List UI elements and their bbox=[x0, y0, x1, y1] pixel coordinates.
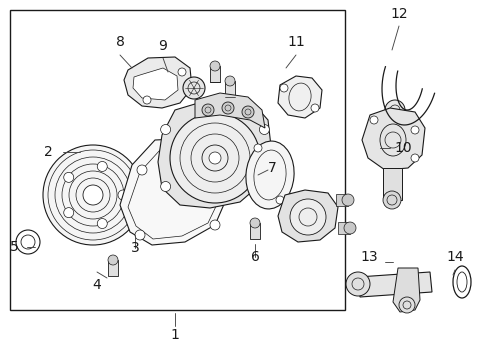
Text: 4: 4 bbox=[92, 278, 101, 292]
Circle shape bbox=[161, 181, 170, 192]
Text: 10: 10 bbox=[393, 141, 411, 155]
Circle shape bbox=[97, 219, 107, 229]
Circle shape bbox=[209, 220, 220, 230]
Circle shape bbox=[384, 100, 404, 120]
Text: 12: 12 bbox=[389, 7, 407, 21]
Circle shape bbox=[382, 191, 400, 209]
Polygon shape bbox=[335, 194, 347, 206]
Polygon shape bbox=[224, 81, 235, 97]
Circle shape bbox=[170, 113, 260, 203]
Circle shape bbox=[63, 208, 74, 218]
Text: 3: 3 bbox=[130, 241, 139, 255]
Polygon shape bbox=[68, 155, 126, 202]
Circle shape bbox=[259, 181, 269, 192]
Text: 1: 1 bbox=[170, 328, 179, 342]
Polygon shape bbox=[195, 93, 264, 128]
Circle shape bbox=[253, 144, 262, 152]
Polygon shape bbox=[357, 272, 431, 297]
Circle shape bbox=[369, 116, 377, 124]
Circle shape bbox=[183, 77, 204, 99]
Circle shape bbox=[410, 154, 418, 162]
Bar bbox=[10, 10, 345, 310]
Polygon shape bbox=[133, 68, 178, 100]
Circle shape bbox=[249, 218, 260, 228]
Circle shape bbox=[16, 230, 40, 254]
Circle shape bbox=[242, 106, 253, 118]
Text: 6: 6 bbox=[250, 250, 259, 264]
Circle shape bbox=[259, 125, 269, 135]
Circle shape bbox=[137, 165, 147, 175]
Circle shape bbox=[142, 96, 151, 104]
Circle shape bbox=[289, 199, 325, 235]
Circle shape bbox=[97, 162, 107, 171]
Circle shape bbox=[222, 102, 234, 114]
Polygon shape bbox=[108, 260, 118, 276]
Circle shape bbox=[398, 297, 414, 313]
Circle shape bbox=[208, 152, 221, 164]
Circle shape bbox=[202, 104, 214, 116]
Text: 2: 2 bbox=[43, 145, 52, 159]
Polygon shape bbox=[209, 66, 220, 82]
Polygon shape bbox=[337, 222, 349, 234]
Circle shape bbox=[343, 222, 355, 234]
Circle shape bbox=[200, 150, 209, 160]
Polygon shape bbox=[120, 138, 227, 245]
Circle shape bbox=[83, 185, 103, 205]
Circle shape bbox=[275, 196, 284, 204]
Polygon shape bbox=[361, 108, 424, 170]
Circle shape bbox=[135, 230, 145, 240]
Text: 5: 5 bbox=[10, 240, 19, 254]
Circle shape bbox=[346, 272, 369, 296]
Circle shape bbox=[21, 235, 35, 249]
Circle shape bbox=[108, 255, 118, 265]
Circle shape bbox=[178, 68, 185, 76]
Text: 14: 14 bbox=[445, 250, 463, 264]
Circle shape bbox=[224, 76, 235, 86]
Circle shape bbox=[161, 125, 170, 135]
Polygon shape bbox=[249, 223, 260, 239]
Polygon shape bbox=[158, 98, 271, 208]
Polygon shape bbox=[392, 268, 419, 312]
Ellipse shape bbox=[245, 141, 293, 209]
Polygon shape bbox=[278, 190, 337, 242]
Circle shape bbox=[341, 194, 353, 206]
Circle shape bbox=[310, 104, 318, 112]
Polygon shape bbox=[124, 57, 192, 108]
Circle shape bbox=[43, 145, 142, 245]
Circle shape bbox=[410, 126, 418, 134]
Text: 13: 13 bbox=[360, 250, 377, 264]
Text: 11: 11 bbox=[286, 35, 304, 49]
Circle shape bbox=[280, 84, 287, 92]
Polygon shape bbox=[278, 76, 321, 118]
Text: 8: 8 bbox=[115, 35, 124, 49]
Polygon shape bbox=[382, 168, 401, 200]
Circle shape bbox=[209, 61, 220, 71]
Text: 7: 7 bbox=[267, 161, 276, 175]
Circle shape bbox=[118, 190, 128, 200]
Circle shape bbox=[63, 172, 74, 183]
Text: 9: 9 bbox=[158, 39, 167, 53]
